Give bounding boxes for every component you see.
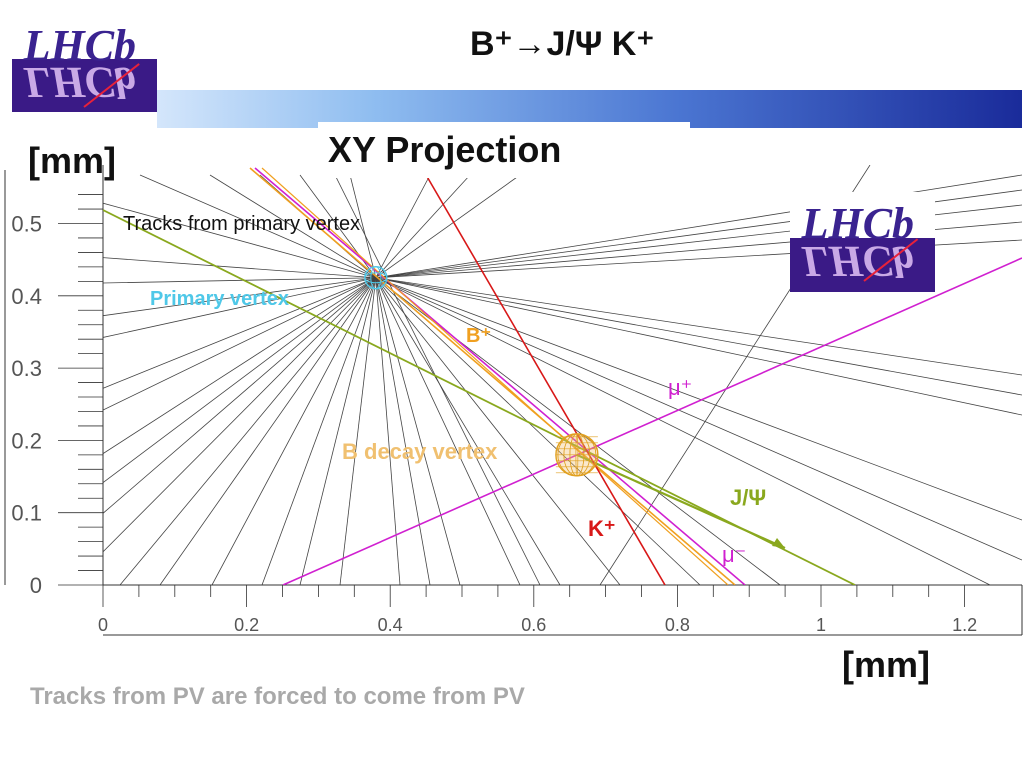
pv-track [261, 277, 377, 585]
x-tick-label: 0.4 [378, 615, 403, 635]
pv-track [103, 277, 376, 389]
y-tick-label: 0.5 [11, 212, 42, 237]
pv-track [299, 277, 377, 585]
pv-track [103, 202, 376, 279]
pv-track [375, 174, 431, 278]
mu-minus-track [254, 167, 746, 585]
label-b-decay-vertex: B decay vertex [342, 439, 498, 464]
pv-track [103, 257, 376, 279]
pv-track [139, 174, 376, 279]
jpsi-arrow [576, 453, 786, 550]
lhcb-logo: LHCb LHCb [12, 14, 157, 112]
pv-track [375, 277, 991, 585]
label-jpsi: J/Ψ [730, 485, 766, 510]
pv-track [211, 277, 377, 585]
pv-track [375, 277, 1022, 376]
lhcb-logo-inset: LHCb LHCb [790, 192, 935, 292]
header-gradient-banner [157, 90, 1022, 128]
y-tick-label: 0 [30, 573, 42, 598]
pv-track [209, 174, 377, 279]
label-primary-vertex: Primary vertex [150, 288, 289, 310]
y-axis-unit: [mm] [28, 140, 116, 181]
mu-plus-track [282, 257, 1022, 585]
pv-track [375, 277, 521, 585]
pv-track [375, 174, 521, 279]
label-mu-plus: μ⁺ [668, 375, 692, 400]
label-k-plus: K⁺ [588, 516, 616, 541]
pv-track [375, 277, 701, 585]
pv-track [375, 277, 1022, 416]
logo-top-band [790, 192, 935, 238]
logo-text: LHCb [23, 20, 137, 70]
pv-track [375, 174, 471, 278]
pv-track [103, 277, 377, 411]
x-tick-label: 0.8 [665, 615, 690, 635]
y-tick-label: 0.1 [11, 501, 42, 526]
pv-track [103, 277, 377, 553]
pv-track [375, 277, 1022, 396]
x-tick-label: 1 [816, 615, 826, 635]
logo-bottom-band [790, 238, 935, 292]
b-plus-track [249, 167, 736, 585]
y-tick-label: 0.4 [11, 284, 42, 309]
b-decay-vertex-marker [555, 433, 599, 477]
slide-title: B⁺→J/Ψ K⁺ [470, 25, 655, 63]
pv-track [103, 277, 376, 284]
label-mu-minus: μ⁻ [722, 542, 746, 567]
pv-track [103, 277, 377, 455]
pv-track [349, 174, 377, 278]
pv-track [339, 277, 377, 585]
pv-track [159, 277, 377, 585]
logo-reflection: LHCb [801, 237, 915, 286]
highlighted-tracks [103, 167, 1022, 585]
pv-track [103, 277, 376, 338]
jpsi-arrowhead [772, 538, 785, 548]
x-tick-label: 1.2 [952, 615, 977, 635]
pv-track [103, 277, 377, 484]
pv-track [103, 277, 377, 514]
x-tick-label: 0 [98, 615, 108, 635]
y-tick-label: 0.3 [11, 356, 42, 381]
pv-track [375, 277, 401, 585]
pv-track [119, 277, 377, 585]
pv-track [375, 277, 1022, 561]
logo-text: LHCb [801, 199, 915, 248]
k-plus-track [421, 167, 666, 585]
b-plus-track [261, 167, 729, 585]
label-b-plus: B⁺ [466, 325, 491, 347]
primary-vertex-marker [364, 266, 388, 290]
projection-title: XY Projection [318, 122, 690, 178]
logo-top-band [12, 14, 157, 60]
x-axis-unit: [mm] [842, 644, 930, 685]
label-tracks-from-pv: Tracks from primary vertex [123, 213, 360, 235]
footnote: Tracks from PV are forced to come from P… [30, 683, 525, 710]
pv-track [375, 277, 1022, 521]
plot-annotations: Tracks from primary vertex Primary vertex… [123, 213, 766, 567]
pv-track [375, 277, 461, 585]
x-tick-label: 0.2 [234, 615, 259, 635]
plot-axes: 0 0.2 0.4 0.6 0.8 1 1.2 0 0.1 0.2 0.3 0.4 0.5 [4, 165, 1023, 636]
pv-track [103, 277, 376, 317]
y-tick-label: 0.2 [11, 428, 42, 453]
pv-track [375, 277, 431, 585]
pv-track [375, 277, 561, 585]
pv-track [375, 277, 621, 585]
x-tick-label: 0.6 [521, 615, 546, 635]
